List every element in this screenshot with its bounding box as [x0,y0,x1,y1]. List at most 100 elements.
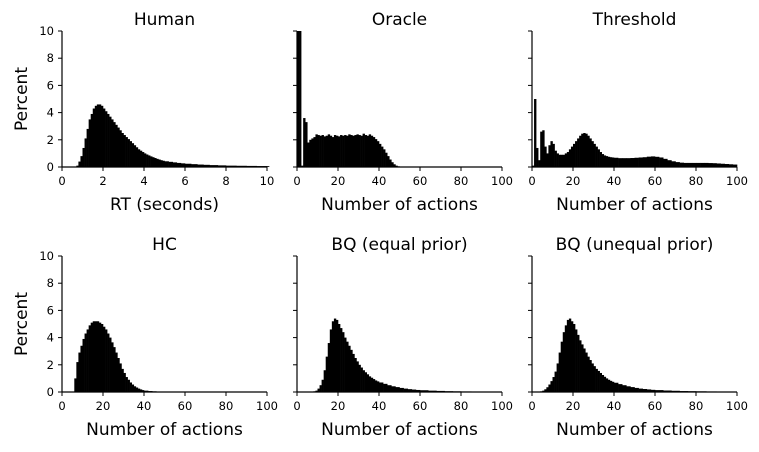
histogram-bar [564,325,568,392]
histogram-bar [135,387,139,392]
histogram-bar [597,370,600,392]
histogram-bar [387,385,392,392]
histogram-bar [638,157,643,167]
histogram-bar [601,154,605,167]
histogram-bar [321,135,324,167]
histogram-bar [121,368,124,392]
histogram-bar [712,163,717,167]
histogram-bar [305,122,308,167]
chart-title: BQ (unequal prior) [556,235,714,255]
histogram-bar [96,321,100,392]
histogram-bar [197,164,204,167]
x-tick-label: 80 [689,174,704,188]
histogram-bar [327,134,331,167]
histogram-bar [585,352,588,392]
histogram-bar [335,319,339,392]
histogram-bar [589,360,592,392]
x-tick-label: 80 [454,174,469,188]
histogram-bar [368,134,372,167]
panel-4: 0 20 40 60 80 100 BQ (equal prior) Number of ac… [293,235,513,440]
histogram-bar [532,165,535,167]
histogram-bar [573,324,576,392]
histogram-bar [329,135,333,167]
x-tick-label: 4 [140,174,147,188]
histogram-bar [148,155,151,167]
histogram-bar [622,158,627,167]
chart-title: Oracle [372,10,427,30]
histogram-bar [609,380,613,392]
histogram-bar [172,162,178,167]
histogram-bar [144,153,147,167]
histogram-bar [575,329,578,392]
histogram-bar [98,322,102,392]
histogram-bar [340,135,343,167]
histogram-bar [708,163,713,167]
histogram-bar [554,150,557,167]
histogram-bar [319,385,322,392]
histogram-bar [129,141,132,167]
y-axis-label: Percent [12,67,32,131]
x-tick-label: 20 [331,174,346,188]
histogram-bar [109,337,112,392]
histogram-bar [344,337,347,392]
x-tick-label: 10 [260,174,275,188]
histogram-bar [550,381,553,392]
histogram-bar [164,161,169,167]
histogram-bar [303,118,306,167]
histogram-bar [564,153,568,167]
y-tick-label: 8 [47,276,54,290]
panel-1: 0 20 40 60 80 100 Oracle Number of actions [293,10,513,215]
histogram-bar [603,376,607,392]
histogram-bar [162,160,165,167]
histogram-bar [595,146,598,167]
histogram-bar [80,156,83,167]
histogram-bar [566,319,570,392]
histogram-bar [655,156,660,167]
histogram-bar [88,325,91,392]
y-tick-label: 10 [39,249,54,263]
histogram-bar [642,157,648,167]
histogram-bar [552,377,555,392]
histogram-bar [323,370,326,392]
histogram-bar [94,105,98,167]
x-tick-label: 0 [528,174,535,188]
histogram-bar [614,157,619,167]
histogram-bar [704,162,709,167]
histogram-bar [560,154,564,167]
histogram-bar [360,135,363,167]
histogram-bar [342,332,345,392]
histogram-bar [146,154,149,167]
histogram-bar [548,145,551,167]
x-axis-label: Number of actions [86,420,243,440]
histogram-bar [691,162,697,167]
histogram-bar [84,333,87,392]
histogram-bar [630,158,635,167]
histogram-bar [340,328,343,392]
histogram-bar [127,379,130,392]
histogram-bar [109,116,112,167]
histogram-bar [560,341,564,392]
histogram-bar [679,162,684,167]
histogram-bar [107,333,110,392]
histogram-bar [90,113,94,167]
histogram-bar [607,156,611,167]
histogram-bar [123,135,126,167]
histogram-bar [716,163,721,167]
histogram-bar [646,389,652,392]
x-tick-label: 80 [689,399,704,413]
x-tick-label: 20 [566,399,581,413]
histogram-bar [191,164,198,167]
histogram-bar [381,146,384,167]
histogram-bar [150,156,153,167]
x-tick-label: 60 [413,174,428,188]
histogram-bar [605,156,609,167]
histogram-bar [356,361,359,392]
chart-title: Human [134,10,195,30]
histogram-bar [583,133,586,167]
histogram-bar [607,379,611,392]
histogram-bar [696,162,701,167]
histogram-bar [585,133,588,167]
histogram-bar [321,379,324,392]
x-tick-label: 60 [178,399,193,413]
histogram-bar [350,349,353,392]
